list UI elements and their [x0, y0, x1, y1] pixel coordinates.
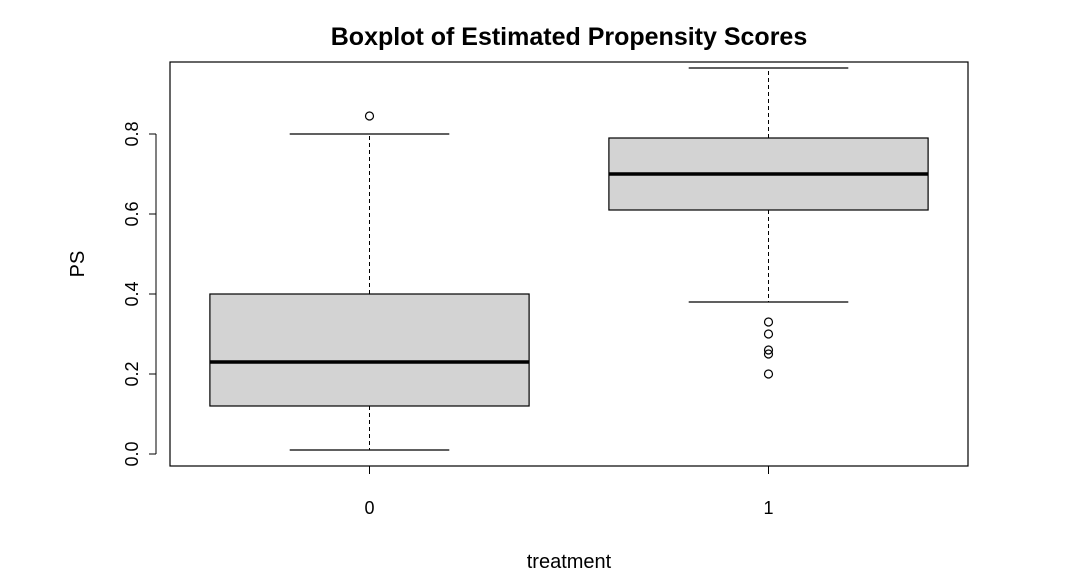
iqr-box	[209, 293, 530, 407]
outlier-point	[364, 111, 375, 121]
y-axis-label: PS	[67, 251, 89, 278]
outlier-point	[763, 329, 774, 339]
outlier-point	[763, 345, 774, 355]
x-tick-label: 1	[763, 498, 773, 518]
y-tick-label: 0.6	[122, 201, 142, 226]
boxes-layer	[209, 67, 929, 451]
box-group-1	[608, 67, 929, 379]
plot-area-frame	[169, 61, 969, 467]
outlier-point	[763, 317, 774, 327]
y-tick-label: 0.0	[122, 441, 142, 466]
outlier-point	[763, 349, 774, 359]
y-tick-label: 0.2	[122, 361, 142, 386]
y-axis: 0.0 0.2 0.4 0.6 0.8	[122, 121, 157, 467]
y-tick-label: 0.8	[122, 121, 142, 146]
outlier-point	[763, 369, 774, 379]
y-tick-label: 0.4	[122, 281, 142, 306]
x-tick-label: 0	[364, 498, 374, 518]
box-group-0	[209, 111, 530, 451]
chart-title: Boxplot of Estimated Propensity Scores	[331, 23, 808, 51]
x-axis-label: treatment	[527, 551, 612, 573]
